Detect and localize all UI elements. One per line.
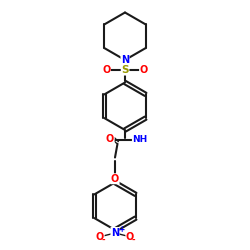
Text: N: N bbox=[111, 228, 119, 237]
Text: -: - bbox=[102, 236, 106, 245]
Text: O: O bbox=[96, 232, 104, 242]
Text: NH: NH bbox=[132, 136, 148, 144]
Text: +: + bbox=[118, 226, 124, 234]
Text: O: O bbox=[111, 174, 119, 184]
Text: S: S bbox=[121, 65, 129, 75]
Text: -: - bbox=[131, 236, 135, 245]
Text: O: O bbox=[126, 232, 134, 242]
Text: O: O bbox=[106, 134, 114, 144]
Text: O: O bbox=[102, 65, 110, 75]
Text: O: O bbox=[140, 65, 148, 75]
Text: N: N bbox=[121, 55, 129, 65]
